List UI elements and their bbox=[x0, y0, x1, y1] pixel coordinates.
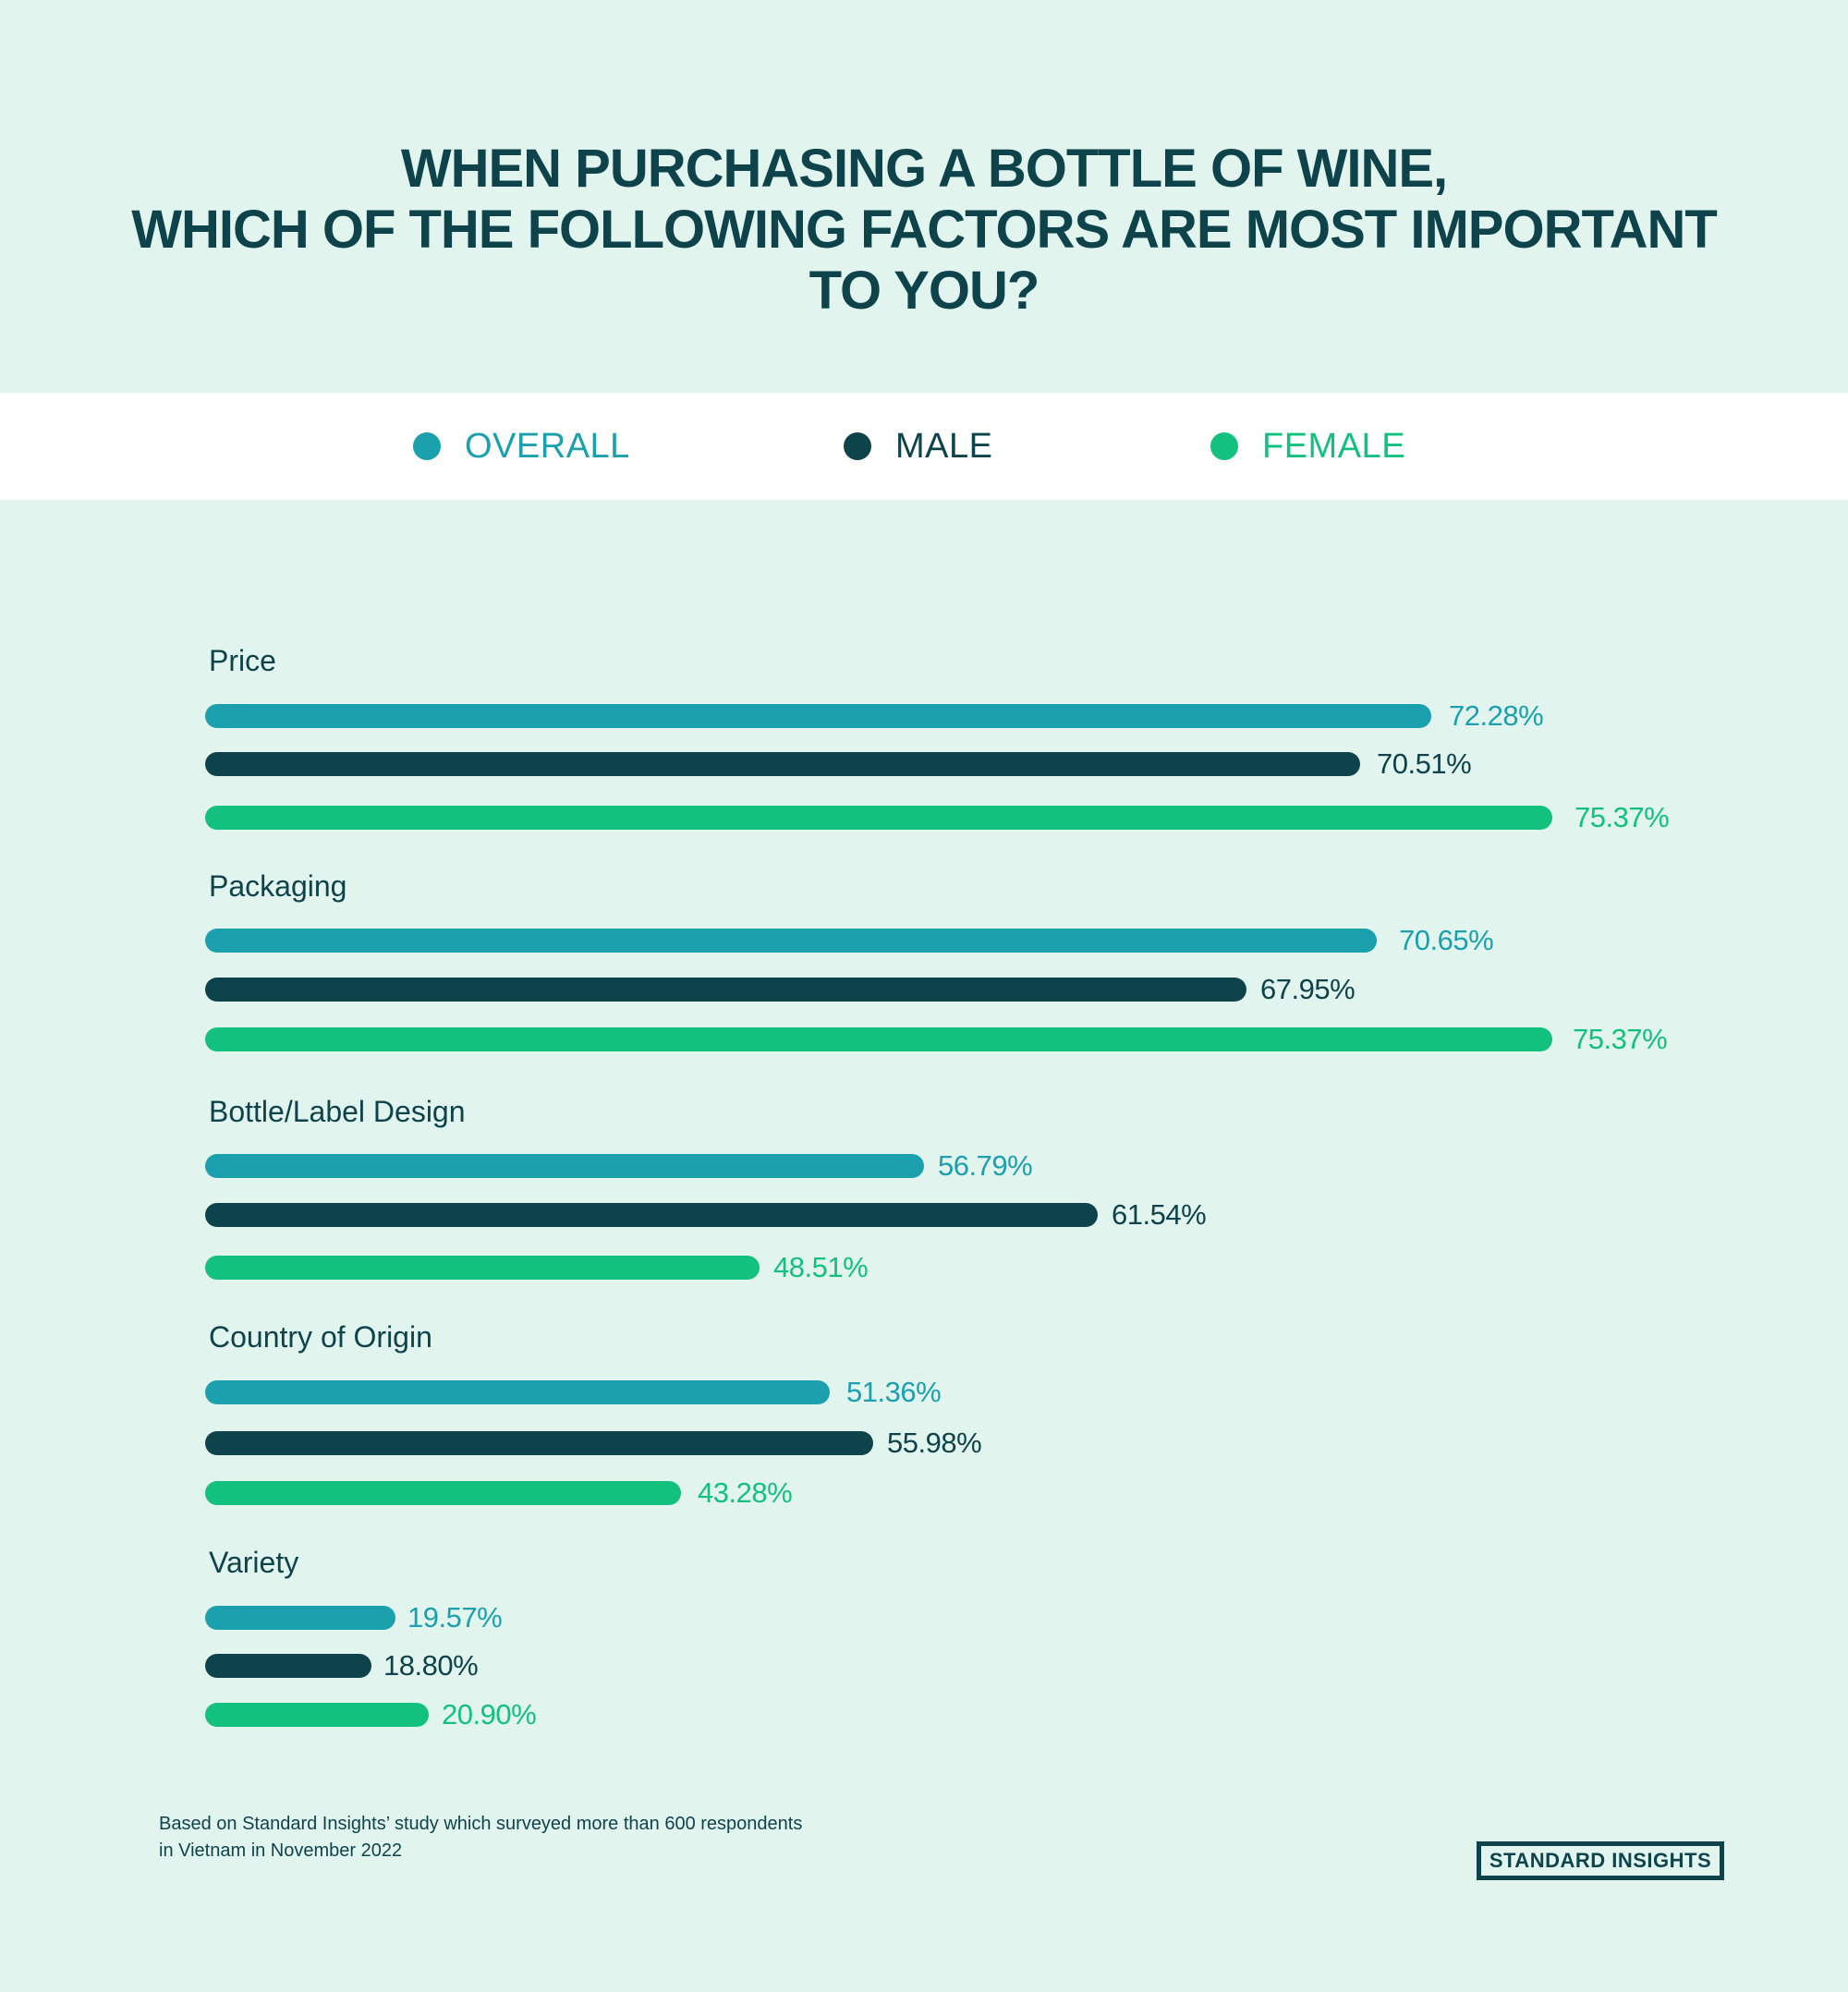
group-label-country-of-origin: Country of Origin bbox=[209, 1320, 432, 1354]
bar-variety-male bbox=[205, 1654, 371, 1678]
bar-bottle-female bbox=[205, 1256, 760, 1280]
title-line-1: WHEN PURCHASING A BOTTLE OF WINE, bbox=[400, 139, 1448, 199]
bar-packaging-female bbox=[205, 1027, 1552, 1051]
value-variety-male: 18.80% bbox=[383, 1649, 479, 1682]
value-bottle-male: 61.54% bbox=[1112, 1198, 1207, 1231]
value-price-overall: 72.28% bbox=[1449, 699, 1544, 732]
legend-item-male: MALE bbox=[844, 393, 992, 500]
title-line-2: WHICH OF THE FOLLOWING FACTORS ARE MOST … bbox=[131, 200, 1718, 260]
legend: OVERALL MALE FEMALE bbox=[0, 393, 1848, 500]
footnote-line-1: Based on Standard Insights’ study which … bbox=[159, 1814, 803, 1834]
brand-logo: STANDARD INSIGHTS bbox=[1477, 1841, 1724, 1880]
bar-price-female bbox=[205, 806, 1552, 830]
female-dot-icon bbox=[1210, 432, 1238, 460]
value-country-female: 43.28% bbox=[698, 1476, 793, 1509]
legend-label-male: MALE bbox=[895, 426, 993, 466]
overall-dot-icon bbox=[413, 432, 441, 460]
value-bottle-overall: 56.79% bbox=[938, 1149, 1033, 1182]
bar-country-overall bbox=[205, 1380, 830, 1404]
bar-country-female bbox=[205, 1481, 681, 1505]
bar-price-male bbox=[205, 752, 1360, 776]
value-variety-female: 20.90% bbox=[442, 1698, 537, 1731]
value-country-overall: 51.36% bbox=[846, 1376, 942, 1408]
group-label-price: Price bbox=[209, 644, 276, 677]
bar-packaging-male bbox=[205, 978, 1246, 1002]
value-packaging-overall: 70.65% bbox=[1399, 924, 1494, 956]
bar-price-overall bbox=[205, 704, 1431, 728]
bar-variety-female bbox=[205, 1703, 429, 1727]
legend-label-female: FEMALE bbox=[1262, 426, 1406, 466]
value-bottle-female: 48.51% bbox=[773, 1251, 869, 1283]
value-packaging-male: 67.95% bbox=[1260, 973, 1356, 1005]
bar-bottle-overall bbox=[205, 1154, 924, 1178]
value-variety-overall: 19.57% bbox=[407, 1601, 503, 1634]
bar-variety-overall bbox=[205, 1606, 395, 1630]
value-price-female: 75.37% bbox=[1574, 801, 1670, 833]
legend-item-female: FEMALE bbox=[1210, 393, 1405, 500]
group-label-bottle-label-design: Bottle/Label Design bbox=[209, 1095, 466, 1128]
legend-label-overall: OVERALL bbox=[465, 426, 630, 466]
value-price-male: 70.51% bbox=[1377, 747, 1472, 780]
male-dot-icon bbox=[844, 432, 871, 460]
group-label-variety: Variety bbox=[209, 1546, 299, 1579]
title-line-3: TO YOU? bbox=[808, 261, 1040, 321]
value-country-male: 55.98% bbox=[887, 1427, 982, 1459]
footnote: Based on Standard Insights’ study which … bbox=[159, 1811, 802, 1864]
group-label-packaging: Packaging bbox=[209, 869, 347, 903]
chart-title: WHEN PURCHASING A BOTTLE OF WINE, WHICH … bbox=[0, 139, 1848, 322]
bar-packaging-overall bbox=[205, 929, 1377, 953]
legend-item-overall: OVERALL bbox=[413, 393, 630, 500]
brand-label: STANDARD INSIGHTS bbox=[1489, 1849, 1712, 1872]
value-packaging-female: 75.37% bbox=[1573, 1023, 1668, 1055]
footnote-line-2: in Vietnam in November 2022 bbox=[159, 1840, 403, 1861]
bar-bottle-male bbox=[205, 1203, 1098, 1227]
bar-country-male bbox=[205, 1431, 873, 1455]
